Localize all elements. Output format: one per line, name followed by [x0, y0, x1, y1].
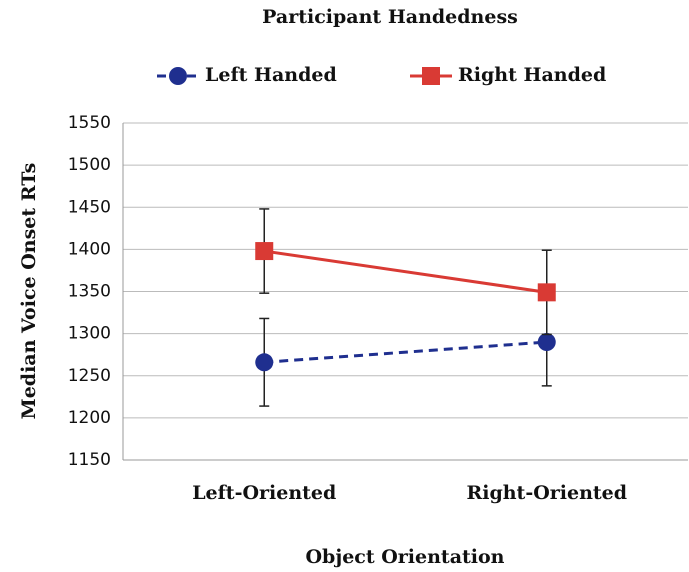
x-tick-label: Right-Oriented	[466, 482, 627, 504]
series-line	[264, 340, 547, 364]
legend-marker	[422, 67, 440, 85]
y-tick-label: 1350	[68, 282, 111, 302]
y-axis-label: Median Voice Onset RTs	[18, 163, 40, 420]
y-tick-label: 1250	[68, 366, 111, 386]
y-tick-label: 1300	[68, 324, 111, 344]
y-tick-label: 1550	[68, 113, 111, 133]
data-point	[537, 333, 556, 352]
x-tick-label: Left-Oriented	[192, 482, 336, 504]
chart-title: Participant Handedness	[262, 6, 518, 28]
legend-label: Left Handed	[205, 64, 337, 86]
y-tick-label: 1500	[68, 155, 111, 175]
y-tick-label: 1200	[68, 408, 111, 428]
y-tick-label: 1400	[68, 239, 111, 259]
data-point	[255, 242, 274, 261]
data-point	[537, 283, 556, 302]
legend-label: Right Handed	[458, 64, 606, 86]
y-tick-label: 1150	[68, 450, 111, 470]
x-axis-label: Object Orientation	[305, 546, 504, 568]
legend-marker	[169, 67, 187, 85]
data-point	[255, 353, 274, 372]
series-line	[264, 249, 547, 294]
y-tick-label: 1450	[68, 197, 111, 217]
